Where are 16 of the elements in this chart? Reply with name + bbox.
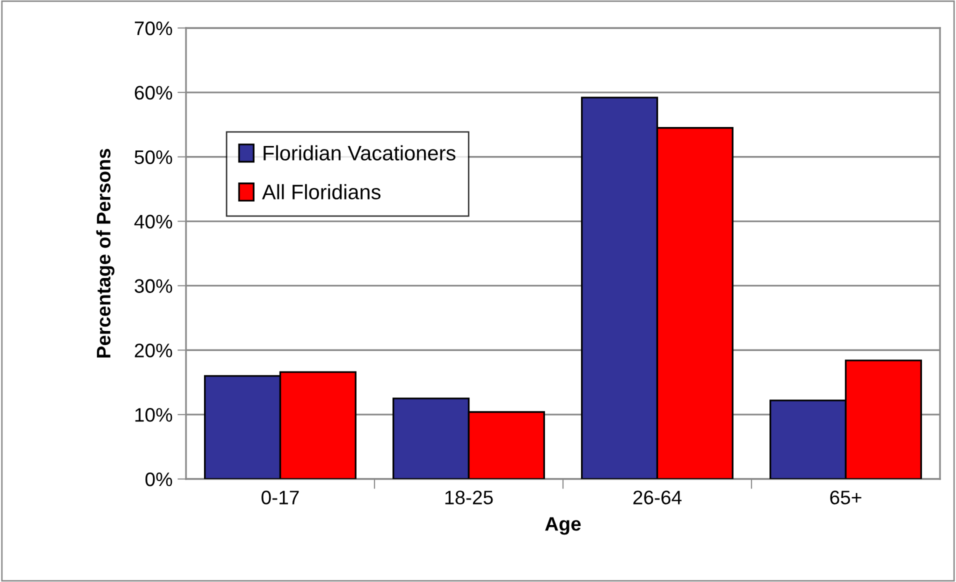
y-tick-label: 60% xyxy=(134,86,172,100)
y-axis-title: Percentage of Persons xyxy=(96,148,114,358)
y-tick-label: 40% xyxy=(134,214,172,229)
y-tick-label: 30% xyxy=(134,279,172,293)
legend-label: Floridian Vacationers xyxy=(264,145,456,160)
y-tick-label: 10% xyxy=(135,408,172,422)
y-tick-label: 70% xyxy=(134,21,172,36)
x-tick-label: 26-64 xyxy=(633,490,682,504)
y-tick-label: 50% xyxy=(134,150,172,164)
y-tick-label: 20% xyxy=(134,344,172,358)
y-tick-label: 0% xyxy=(145,472,172,486)
x-tick-label: 0-17 xyxy=(262,490,299,504)
x-tick-label: 18-25 xyxy=(445,490,493,504)
x-axis-title: Age xyxy=(545,517,581,535)
x-tick-label: 65+ xyxy=(830,490,862,504)
legend-label: All Floridians xyxy=(262,184,380,200)
